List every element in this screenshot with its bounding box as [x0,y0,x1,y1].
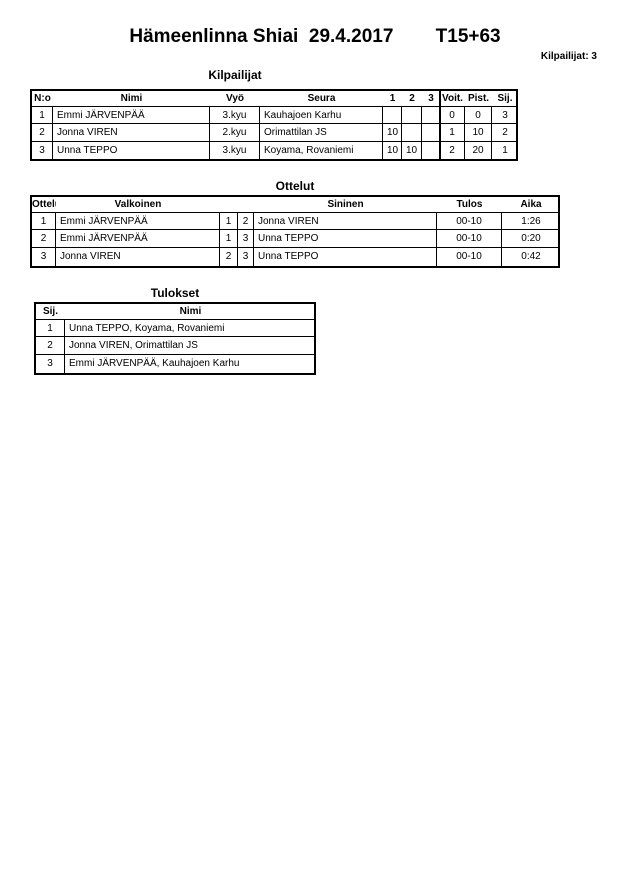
table-cell: 2 [238,212,254,230]
table-cell: Unna TEPPO [254,248,437,266]
column-header: Valkoinen [114,199,162,210]
column-header: Tulos [456,199,483,210]
table-cell: 1 [32,212,56,230]
table-cell: 3 [32,248,56,266]
table-cell: 00-10 [437,212,502,230]
matches-title: Ottelut [275,179,315,193]
table-cell: 2 [32,230,56,248]
table-cell: 1 [220,230,238,248]
table-cell: Emmi JÄRVENPÄÄ [56,230,220,248]
table-cell [422,142,440,160]
table-cell: Orimattilan JS [260,124,383,142]
table-cell: 1 [440,124,465,142]
column-header: Nimi [179,306,202,317]
table-cell: 3 [238,248,254,266]
table-cell: 1 [36,319,65,337]
competitors-title: Kilpailijat [208,68,262,82]
table-cell: Unna TEPPO, Koyama, Rovaniemi [65,319,316,337]
table-cell: 10 [383,124,402,142]
table-cell: Jonna VIREN [53,124,210,142]
table-cell: 2 [220,248,238,266]
table-cell [402,106,422,124]
column-header: Sij. [497,93,513,104]
table-cell: 1 [502,145,508,156]
page-title: Hämeenlinna Shiai 29.4.2017 T15+63 [0,26,630,48]
table-cell [402,124,422,142]
table-cell: 3 [492,106,518,124]
table-cell: 20 [465,142,492,160]
event-name: Hämeenlinna Shiai [129,26,299,47]
column-header: Pist. [467,93,490,104]
column-header: Ottelu [32,199,56,210]
table-cell [383,106,402,124]
table-cell: Kauhajoen Karhu [260,106,383,124]
table-cell: 2 [440,142,465,160]
table-cell: 2 [492,124,518,142]
competitors-table: N:o 1 2 3 Nimi Emmi JÄRVENPÄÄ Jonna VIREN Unna … [30,89,518,161]
table-cell [422,124,440,142]
table-cell: Koyama, Rovaniemi [260,142,383,160]
table-cell: 2 [36,337,65,355]
table-cell: 2 [32,124,53,142]
results-table: Sij. 1 2 3 Nimi Unna TEPPO, Koyama, Rovaniemi… [34,302,316,375]
table-cell: 1 [32,106,53,124]
table-cell: Emmi JÄRVENPÄÄ, Kauhajoen Karhu [69,358,240,369]
table-cell: 1 [220,212,238,230]
table-cell: 00-10 [437,230,502,248]
table-cell: 2.kyu [210,124,260,142]
column-header: Voit. [442,93,463,104]
table-cell [422,106,440,124]
table-cell: 10 [383,142,402,160]
table-cell: 3 [238,230,254,248]
column-header: Vyö [226,93,244,104]
column-header: Sininen [327,199,364,210]
table-cell: Unna TEPPO [53,142,210,160]
table-cell: 3.kyu [210,142,260,160]
table-cell: 0 [465,106,492,124]
column-header: 3 [428,93,434,104]
participants-count: Kilpailijat: 3 [540,51,597,62]
table-cell: 3.kyu [210,106,260,124]
column-header: N:o [34,93,51,104]
table-cell: Emmi JÄRVENPÄÄ [53,106,210,124]
table-cell: Jonna VIREN, Orimattilan JS [65,337,316,355]
table-cell: Jonna VIREN [56,248,220,266]
column-header: 1 [389,93,396,104]
column-header [238,197,254,212]
results-title: Tulokset [150,286,200,300]
column-header: 2 [409,93,415,104]
column-header: Sij. [42,306,58,317]
table-cell: 1:26 [502,212,560,230]
column-header: Aika [520,199,542,210]
table-cell: 0:42 [521,251,541,262]
event-date: 29.4.2017 [308,26,394,47]
table-cell: 00-10 [437,248,502,266]
table-cell: 3 [36,355,65,373]
column-header [220,197,238,212]
table-cell: Unna TEPPO [254,230,437,248]
table-cell: 0:20 [502,230,560,248]
table-cell: 10 [402,142,422,160]
column-header: Nimi [120,93,143,104]
table-cell: 3 [32,142,53,160]
table-cell: 10 [465,124,492,142]
table-cell: Jonna VIREN [254,212,437,230]
column-header: Seura [307,93,336,104]
divider [439,91,441,159]
category: T15+63 [435,26,501,47]
table-cell: Emmi JÄRVENPÄÄ [56,212,220,230]
table-cell: 0 [440,106,465,124]
